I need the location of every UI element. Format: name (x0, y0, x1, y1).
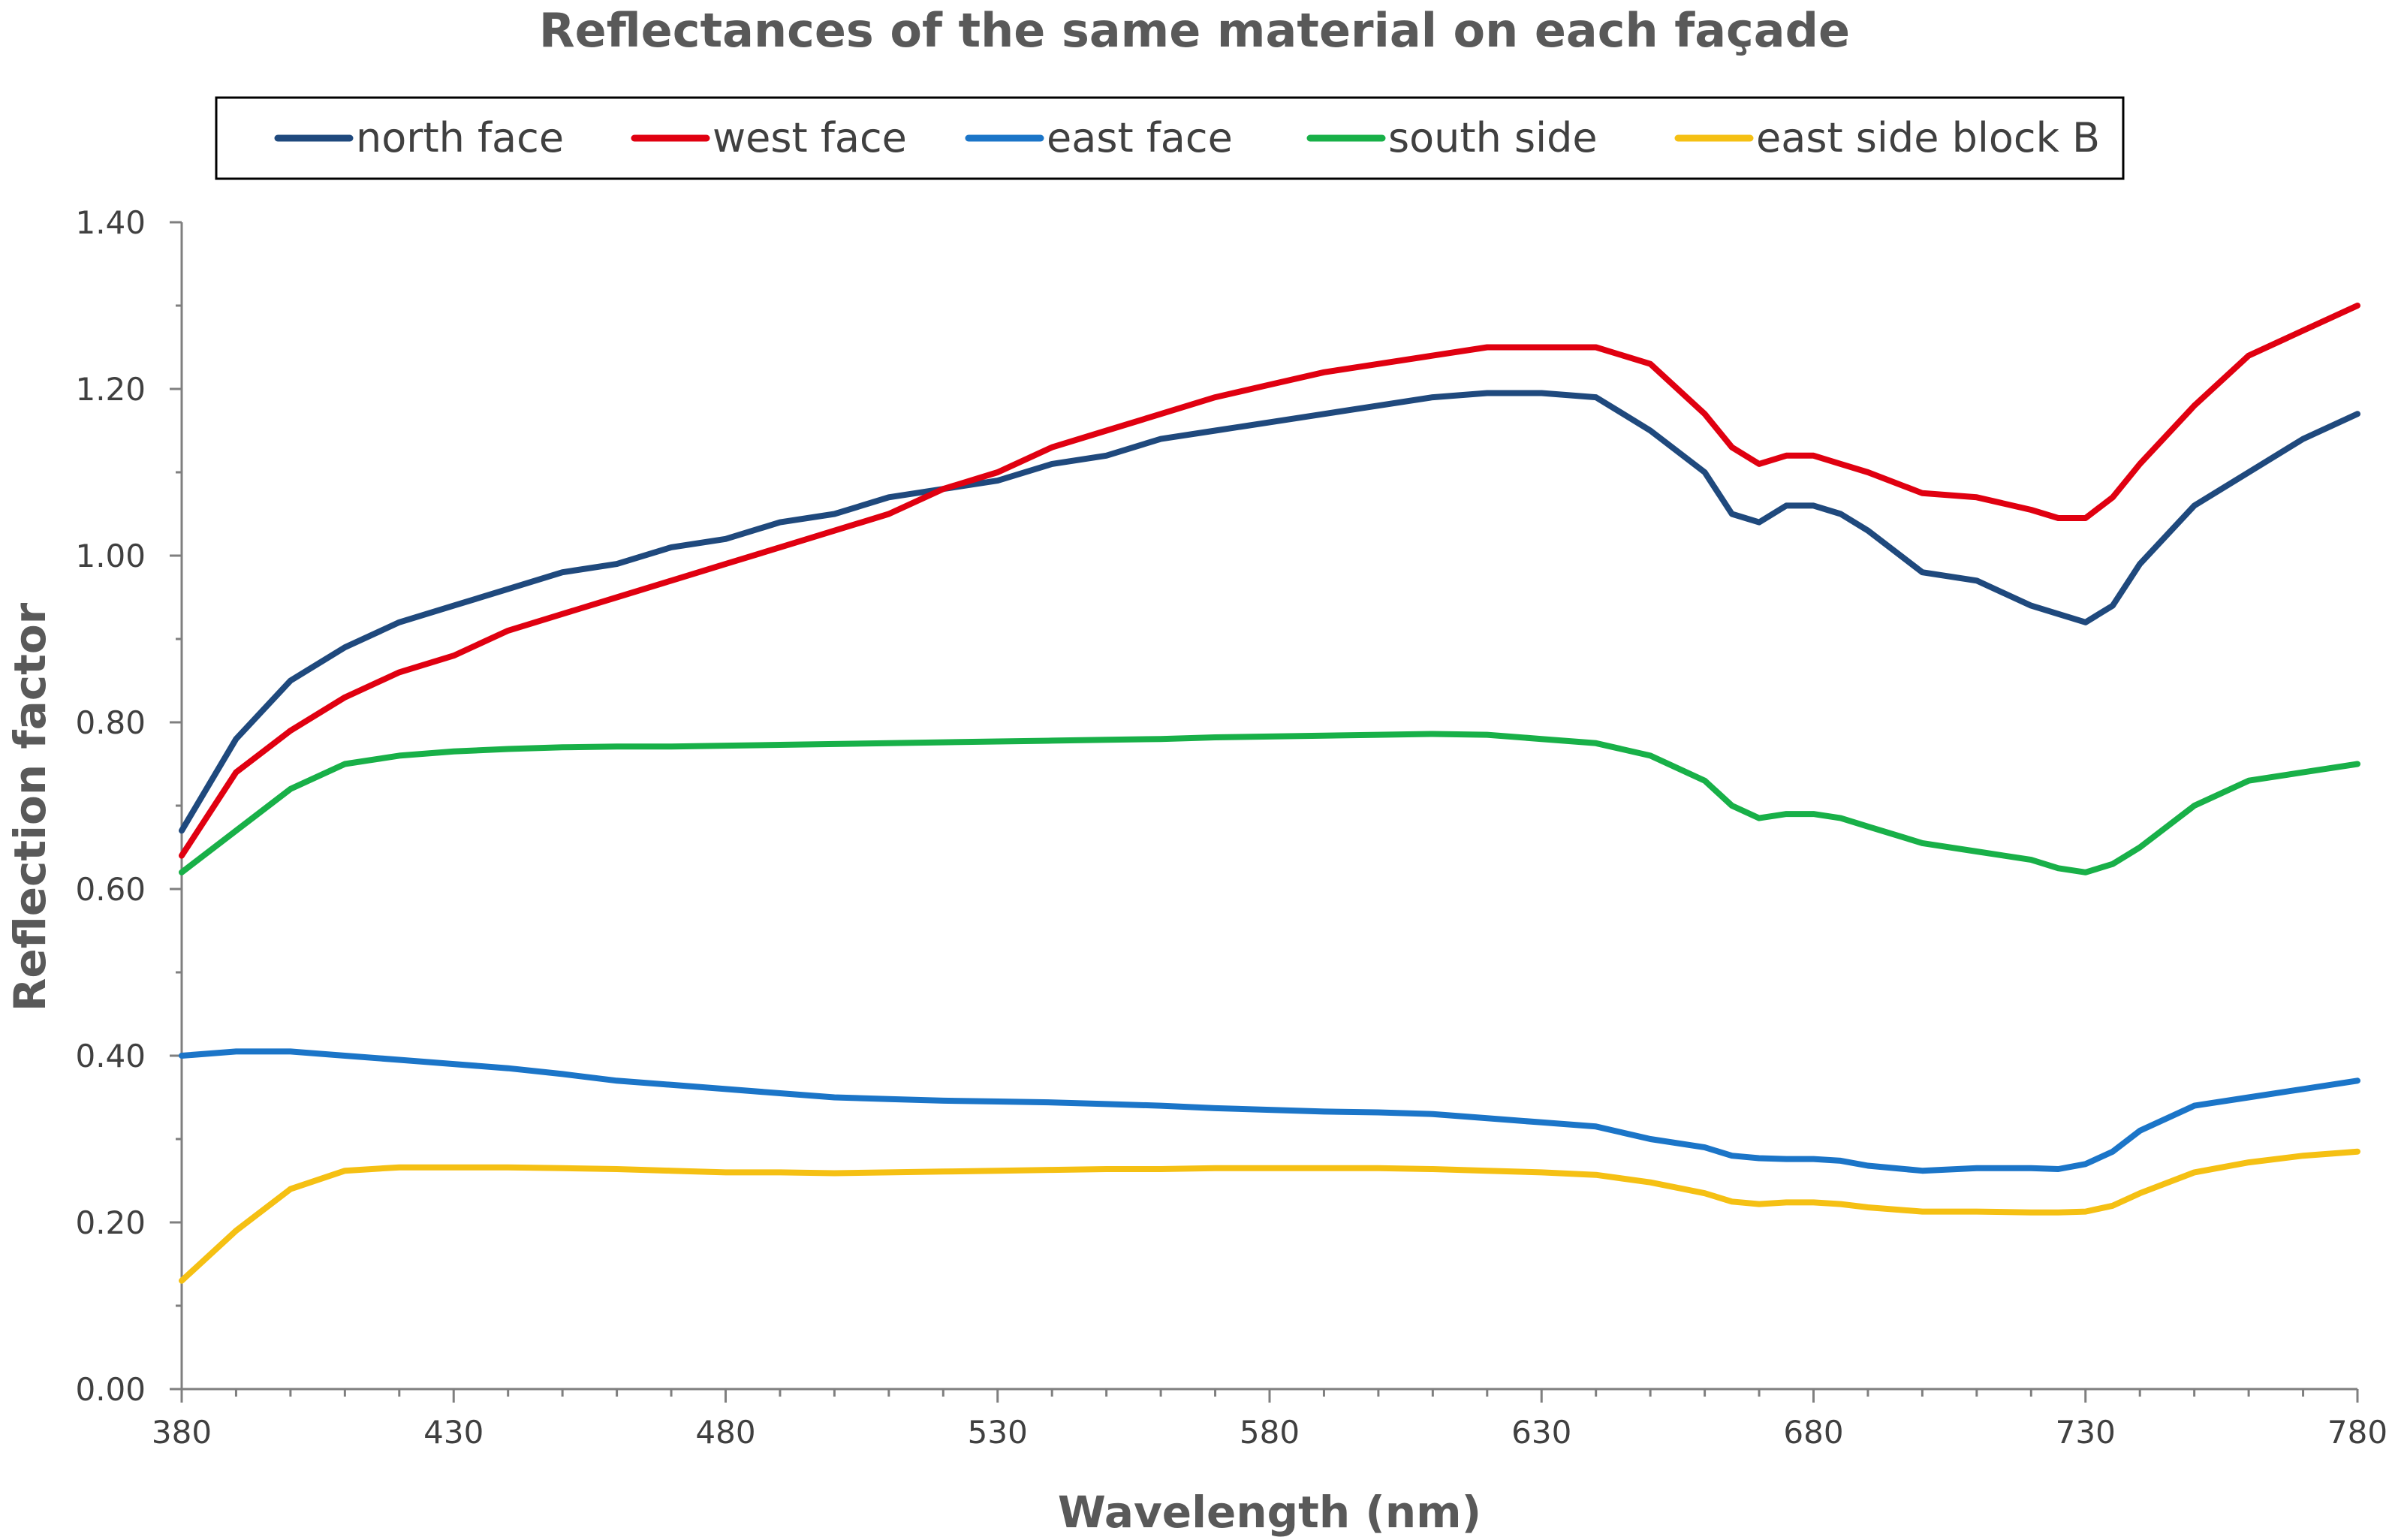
legend-item: east face (965, 114, 1233, 161)
chart-title: Reflectances of the same material on eac… (539, 3, 1850, 58)
x-tick-label: 530 (968, 1414, 1028, 1451)
y-tick-label: 0.60 (75, 871, 146, 908)
x-tick-label: 430 (423, 1414, 484, 1451)
series-line-east-face (179, 1048, 2360, 1174)
x-tick-label: 480 (695, 1414, 755, 1451)
legend-label: south side (1388, 114, 1598, 161)
x-tick-label: 680 (1783, 1414, 1843, 1451)
series-line-north-face (179, 390, 2360, 834)
x-tick-label: 630 (1511, 1414, 1571, 1451)
y-tick-label: 0.80 (75, 704, 146, 741)
x-tick-label: 730 (2056, 1414, 2116, 1451)
legend-label: west face (712, 114, 907, 161)
y-tick-label: 1.20 (75, 371, 146, 408)
legend-box (215, 96, 2125, 180)
legend-label: east face (1047, 114, 1233, 161)
legend-item: east side block B (1674, 114, 2100, 161)
x-tick-label: 780 (2327, 1414, 2387, 1451)
legend-label: north face (356, 114, 564, 161)
legend-item: west face (631, 114, 907, 161)
series-line-south-side (179, 731, 2360, 875)
y-tick-label: 0.20 (75, 1204, 146, 1241)
axes: 0.00 0.20 0.40 0.60 0.80 1.00 1.20 1.40 380 430 48… (75, 204, 2387, 1451)
series-line-west-face (179, 303, 2360, 859)
plot-lines (179, 303, 2360, 1284)
y-tick-label: 1.40 (75, 204, 146, 241)
y-tick-label: 1.00 (75, 538, 146, 574)
legend-item: south side (1306, 114, 1598, 161)
y-tick-label: 0.40 (75, 1038, 146, 1074)
series-line-east-side-block-B (179, 1148, 2360, 1284)
legend-item: north face (274, 114, 564, 161)
y-tick-label: 0.00 (75, 1371, 146, 1408)
legend: north face west face east face south side ea… (215, 96, 2125, 180)
y-axis-title: Reflection factor (5, 602, 56, 1011)
x-axis-title: Wavelength (nm) (1058, 1487, 1481, 1538)
legend-label: east side block B (1756, 114, 2100, 161)
x-tick-label: 380 (152, 1414, 212, 1451)
x-tick-label: 580 (1240, 1414, 1300, 1451)
